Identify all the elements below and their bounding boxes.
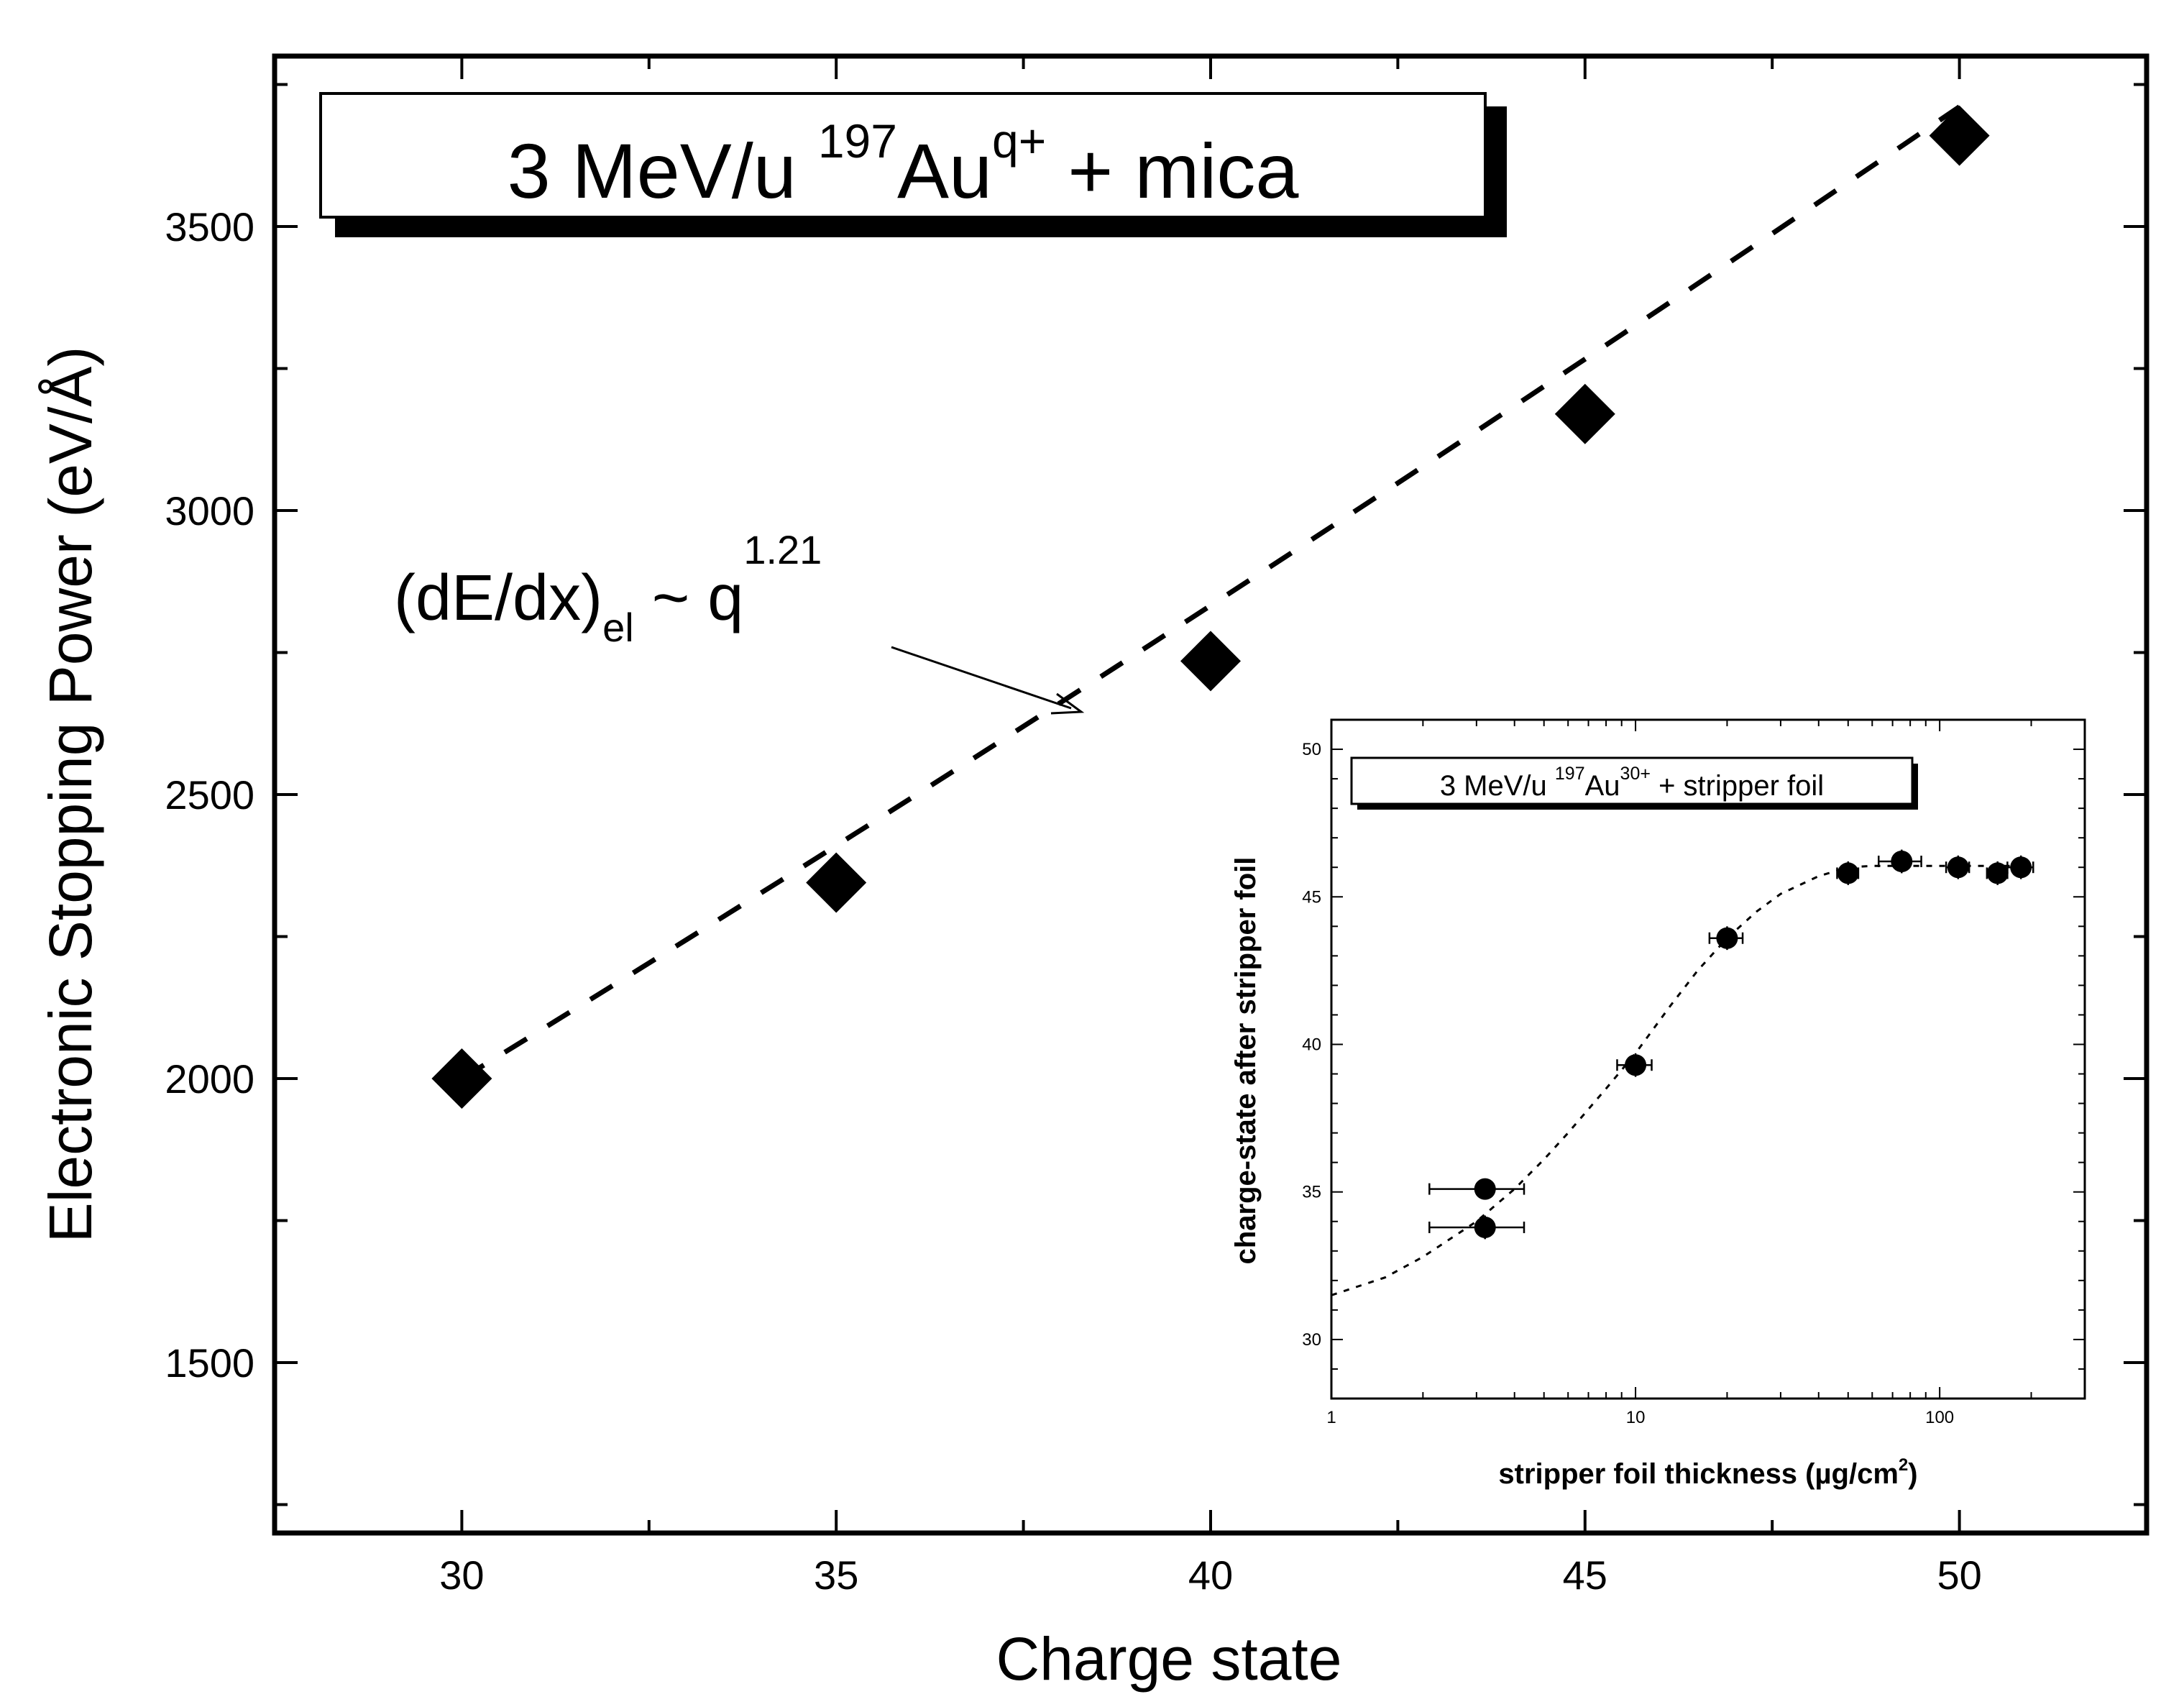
inset-x-tick-label-2: 100 [1925,1408,1954,1427]
main-data-point [431,1048,492,1109]
main-data-point [1180,631,1241,692]
y-tick-label-2: 2500 [165,772,254,818]
inset-x-axis-title-superscript: 2 [1899,1455,1908,1475]
x-tick-label-3: 45 [1563,1552,1607,1598]
inset-y-tick-label-0: 30 [1302,1330,1321,1350]
inset-x-axis-title: stripper foil thickness (µg/cm2) [1498,1455,1917,1490]
inset-data-point [1986,862,2009,884]
main-fit-line [460,104,1961,1081]
inset-data-point [1837,862,1859,884]
inset-y-tick-label-4: 50 [1302,740,1321,759]
main-data-point [1929,105,1990,166]
inset-data-point-group [1878,849,1922,874]
inset-y-tick-label-2: 40 [1302,1035,1321,1054]
fit-annotation-label: (dE/dx)el ~ q1.21 [394,527,822,650]
main-tick-labels: 30 35 40 45 50 1500 2000 2500 3000 3500 [165,204,1981,1598]
inset-y-axis-title: charge-state after stripper foil [1230,857,1262,1265]
inset-y-tick-label-1: 35 [1302,1183,1321,1202]
inset-plot-frame [1330,718,2086,1400]
main-ticks [273,56,2147,1533]
inset-data-point-group [1428,1215,1525,1240]
main-title-charge: q+ [992,114,1046,168]
inset-data-point-group [2006,855,2034,879]
inset-title-frame [1350,756,1914,805]
inset-title: 3 MeV/u 197Au30+ + stripper foil [1440,764,1824,802]
y-tick-label-0: 1500 [165,1340,254,1386]
inset-data-point [1474,1178,1496,1200]
y-tick-label-1: 2000 [165,1056,254,1102]
annotation-arrow [891,646,1072,710]
main-x-axis-title: Charge state [996,1625,1342,1693]
main-points [431,105,1990,1109]
x-tick-label-1: 35 [814,1552,858,1598]
annotation-arrowhead [1050,692,1085,715]
inset-data-point [1474,1216,1496,1238]
inset-data-point-group [1428,1178,1525,1200]
inset-y-tick-label-3: 45 [1302,887,1321,907]
inset-tick-labels: 1 10 100 30 35 40 45 50 [1302,740,1954,1427]
inset-x-tick-label-0: 1 [1326,1408,1336,1427]
inset-title-charge: 30+ [1620,764,1651,784]
inset-data-point [1891,851,1913,873]
main-title-mass-number: 197 [818,114,897,168]
main-title-frame [319,92,1487,219]
inset-data-point-group [1616,1053,1653,1077]
main-y-axis-title: Electronic Stopping Power (eV/Å) [37,347,104,1243]
inset-data-point-group [1986,861,2009,885]
inset-x-tick-label-1: 10 [1626,1408,1646,1427]
y-tick-label-3: 3000 [165,488,254,534]
x-tick-label-0: 30 [439,1552,484,1598]
x-tick-label-4: 50 [1937,1552,1981,1598]
inset-plot-background [1247,705,2088,1460]
main-data-point [806,852,867,913]
inset-data-point-group [1836,861,1860,885]
inset-plot: 1 10 100 30 35 40 45 50 3 MeV/u 197Au30+ + stri… [1230,705,2088,1490]
inset-title-mass-number: 197 [1555,764,1585,784]
main-title: 3 MeV/u 197Auq+ + mica [508,114,1300,214]
inset-data-point [1716,927,1738,949]
inset-data-point [1947,856,1969,879]
inset-data-point-group [1945,855,1970,879]
inset-ticks [1331,719,2086,1399]
main-plot: 30 35 40 45 50 1500 2000 2500 3000 3500 3 MeV/u 1… [37,53,2149,1693]
main-title-box: 3 MeV/u 197Auq+ + mica [319,92,1507,237]
y-tick-label-4: 3500 [165,204,254,250]
inset-data-point-group [1708,926,1744,951]
inset-data-point [1625,1054,1647,1076]
inset-data-point [2010,856,2032,879]
inset-title-box: 3 MeV/u 197Au30+ + stripper foil [1350,756,1918,810]
inset-points [1428,849,2034,1240]
main-data-point [1554,383,1615,444]
fit-annotation: (dE/dx)el ~ q1.21 [394,527,1085,715]
x-tick-label-2: 40 [1188,1552,1233,1598]
fit-annotation-subscript: el [602,605,634,650]
fit-annotation-exponent: 1.21 [743,527,822,572]
